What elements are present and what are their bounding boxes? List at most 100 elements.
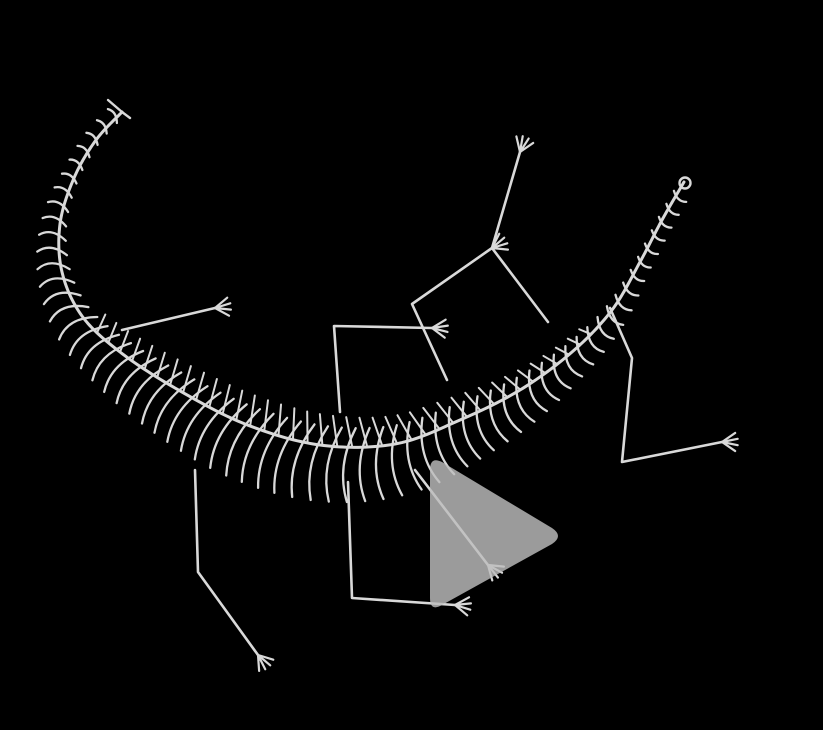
rib-segment [140, 371, 183, 425]
head-circle [678, 176, 692, 190]
tail-tip [106, 98, 124, 114]
rib-segment [650, 229, 666, 242]
rib-segment [103, 349, 145, 394]
rib-segment [552, 353, 572, 390]
rib-segment [42, 291, 82, 306]
rib-segment [221, 384, 231, 416]
rib-segment [46, 200, 70, 214]
rib-segment [235, 389, 244, 422]
rib-segment [131, 337, 142, 362]
foot-claw [490, 246, 510, 251]
rib-segment [263, 399, 269, 433]
rib-segment [277, 403, 283, 437]
rib-segment [527, 369, 549, 413]
rib-segment [447, 406, 469, 468]
rib-segment [665, 202, 680, 216]
rib-segment [672, 189, 688, 204]
rib-segment [390, 424, 404, 497]
rib-segment [596, 315, 615, 340]
rib-segment [79, 333, 121, 370]
rib-segment [540, 361, 561, 402]
leg-segment [120, 306, 217, 332]
rib-segment [76, 144, 91, 159]
rib-segment [461, 400, 482, 460]
foot-claw [720, 440, 737, 453]
rib-segment [107, 321, 118, 344]
rib-segment [169, 358, 179, 387]
rib-segment [38, 277, 76, 288]
foot-claw [430, 326, 446, 339]
rib-segment [68, 324, 109, 357]
rib-segment [622, 281, 640, 297]
rib-segment [464, 391, 482, 412]
leg-segment [608, 306, 724, 464]
rib-segment [290, 423, 316, 499]
rib-segment [85, 131, 99, 147]
rib-segment [358, 426, 371, 503]
rib-segment [586, 326, 605, 354]
rib-segment [502, 383, 523, 434]
rib-segment [195, 371, 206, 402]
leg-segment [346, 480, 457, 607]
foot-claw [453, 603, 469, 617]
rib-segment [225, 408, 262, 477]
rib-segment [143, 344, 154, 371]
rib-segment [318, 413, 324, 447]
rib-segment [166, 385, 209, 443]
rib-segment [636, 255, 652, 269]
rib-segment [554, 346, 570, 356]
rib-segment [374, 425, 385, 501]
rib-segment [436, 401, 455, 424]
rib-segment [341, 427, 357, 504]
rib-segment [529, 362, 547, 375]
rib-segment [273, 420, 303, 494]
leg-segment [193, 468, 260, 657]
rib-segment [41, 215, 68, 228]
rib-segment [358, 416, 369, 449]
rib-segment [491, 381, 509, 399]
rib-segment [345, 416, 354, 449]
rib-segment [450, 396, 469, 418]
rib-segment [128, 364, 170, 415]
foot-claw [213, 306, 231, 317]
rib-segment [48, 304, 90, 323]
rib-segment [643, 242, 660, 256]
rib-segment [542, 354, 559, 366]
rib-segment [57, 315, 99, 341]
foot-claw [256, 653, 261, 673]
rib-segment [629, 268, 646, 283]
rib-segment [384, 415, 399, 445]
rib-segment [36, 246, 69, 257]
rib-segment [614, 293, 633, 312]
foot-claw [518, 141, 535, 154]
rib-segment [37, 230, 67, 242]
tail-tip [120, 110, 132, 120]
rib-segment [91, 341, 133, 382]
rib-segment [96, 313, 107, 334]
rib-segment [422, 406, 441, 431]
rib-segment [406, 420, 423, 491]
leg-segment [332, 324, 434, 414]
play-button[interactable] [420, 448, 570, 618]
rib-segment [325, 426, 343, 503]
rib-segment [488, 389, 509, 443]
rib-segment [95, 119, 108, 135]
rib-segment [36, 262, 71, 271]
rib-segment [153, 378, 196, 434]
rib-segment [564, 344, 584, 378]
rib-segment [515, 376, 536, 423]
rib-segment [575, 335, 595, 366]
rib-segment [504, 375, 522, 391]
rib-segment [605, 305, 625, 327]
rib-segment [408, 411, 427, 436]
rib-segment [308, 425, 330, 502]
rib-segment [115, 357, 157, 405]
rib-segment [566, 337, 582, 346]
rib-segment [657, 215, 673, 229]
rib-segment [477, 386, 496, 406]
rib-segment [68, 158, 84, 172]
rib-segment [291, 407, 296, 441]
rib-segment [208, 378, 218, 409]
